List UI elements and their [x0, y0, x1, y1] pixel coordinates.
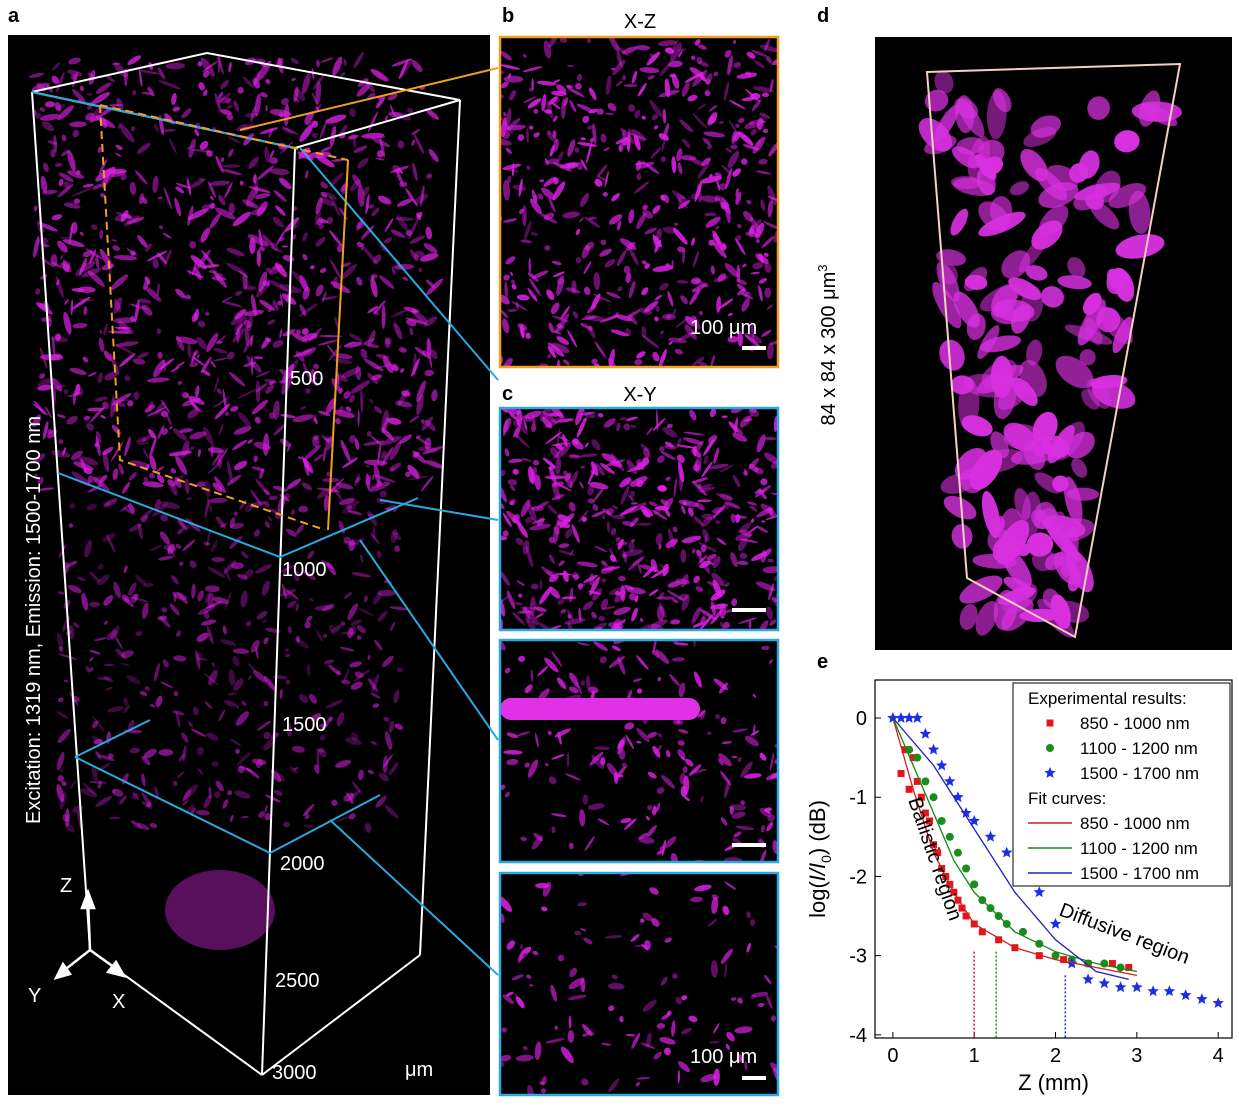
- y-tick-label: -3: [849, 946, 867, 968]
- texture-blob: [597, 108, 604, 114]
- y-axis-label: log(I/I0) (dB): [805, 800, 834, 918]
- point: [936, 760, 947, 771]
- texture-blob: [721, 717, 727, 724]
- side-text: Excitation: 1319 nm, Emission: 1500-1700…: [23, 416, 45, 824]
- texture-blob: [629, 541, 635, 552]
- point: [930, 793, 938, 801]
- depth-label: 2000: [280, 853, 325, 875]
- label-part: I/I: [805, 863, 830, 881]
- point: [1100, 960, 1108, 968]
- y-tick-label: 0: [856, 708, 867, 730]
- depth-label: 1000: [282, 559, 327, 581]
- figure: a 50010001500200025003000 μm Z Y X Excit…: [0, 0, 1239, 1101]
- scale-bar: [742, 346, 766, 350]
- annotation: Ballistic region: [903, 794, 966, 923]
- texture-blob: [581, 680, 585, 685]
- panel-letter: d: [817, 5, 829, 27]
- x-tick-label: 4: [1213, 1045, 1224, 1067]
- point: [1147, 985, 1158, 996]
- chart: 012340-1-2-3-4Z (mm)log(I/I0) (dB)Ballis…: [805, 680, 1232, 1095]
- label-part: 0: [818, 855, 834, 863]
- point: [946, 833, 954, 841]
- legend-title: Fit curves:: [1028, 789, 1106, 808]
- axis-letter: X: [112, 991, 125, 1013]
- x-tick-label: 2: [1050, 1045, 1061, 1067]
- point: [906, 786, 913, 793]
- axis-letter: Y: [28, 985, 41, 1007]
- legend-label: 850 - 1000 nm: [1080, 714, 1190, 733]
- point: [954, 849, 962, 857]
- point: [969, 815, 980, 826]
- label-part: log(: [805, 881, 830, 918]
- legend-label: 1500 - 1700 nm: [1080, 764, 1199, 783]
- point: [1196, 993, 1207, 1004]
- panel-letter: e: [817, 651, 828, 673]
- point: [920, 728, 931, 739]
- point: [938, 817, 946, 825]
- point: [1213, 997, 1224, 1008]
- panel-title: X-Z: [624, 11, 656, 33]
- x-tick-label: 1: [969, 1045, 980, 1067]
- point: [1001, 847, 1012, 858]
- point: [912, 712, 923, 723]
- point: [1115, 981, 1126, 992]
- legend-marker: [1047, 720, 1054, 727]
- dims-exponent: 3: [815, 264, 830, 271]
- volume-image: [875, 37, 1232, 650]
- texture-blob: [535, 883, 549, 889]
- scale-bar: [742, 1076, 766, 1080]
- texture-blob: [51, 254, 58, 267]
- scale-bar: [732, 843, 766, 847]
- point: [962, 865, 970, 873]
- point: [928, 744, 940, 755]
- x-tick-label: 3: [1131, 1045, 1142, 1067]
- depth-label: 1500: [282, 714, 327, 736]
- scale-bar: [732, 608, 766, 612]
- point: [913, 754, 921, 762]
- dims: 84 x 84 x 300 μm: [818, 272, 840, 426]
- y-tick-label: -1: [849, 787, 867, 809]
- point: [1180, 989, 1192, 1000]
- point: [1131, 981, 1143, 992]
- scale-label: 100 μm: [690, 1046, 757, 1068]
- axis-letter: Z: [60, 875, 72, 897]
- y-tick-label: -4: [849, 1025, 867, 1047]
- point: [1099, 977, 1110, 988]
- scale-label: 100 μm: [690, 317, 757, 339]
- legend-label: 1100 - 1200 nm: [1080, 839, 1198, 858]
- legend-label: 850 - 1000 nm: [1080, 814, 1190, 833]
- texture-blob: [571, 280, 576, 293]
- texture-blob: [316, 60, 320, 68]
- texture-blob: [165, 870, 275, 950]
- unit: μm: [405, 1059, 433, 1081]
- dims-label: 84 x 84 x 300 μm3: [815, 264, 840, 425]
- legend-marker: [1046, 744, 1054, 752]
- point: [1082, 973, 1093, 984]
- texture-blob: [524, 762, 530, 767]
- depth-label: 3000: [272, 1062, 317, 1084]
- x-axis-label: Z (mm): [1018, 1070, 1089, 1095]
- depth-label: 2500: [275, 970, 320, 992]
- depth-label: 500: [290, 368, 323, 390]
- texture-blob: [211, 761, 218, 766]
- panel-title: X-Y: [623, 384, 656, 406]
- label-part: ) (dB): [805, 800, 830, 855]
- panel-letter: a: [8, 5, 20, 27]
- vessel: [500, 698, 700, 720]
- legend-label: 1500 - 1700 nm: [1080, 864, 1199, 883]
- y-tick-label: -2: [849, 866, 867, 888]
- xy-images: [495, 401, 787, 1101]
- point: [921, 777, 929, 785]
- point: [985, 831, 996, 842]
- panel-letter: b: [502, 5, 514, 27]
- point: [1164, 985, 1175, 996]
- panel-letter: c: [502, 383, 513, 405]
- x-tick-label: 0: [887, 1045, 898, 1067]
- texture-blob: [222, 164, 240, 167]
- legend-title: Experimental results:: [1028, 689, 1187, 708]
- texture-blob: [1003, 424, 1041, 449]
- point: [898, 770, 905, 777]
- legend-label: 1100 - 1200 nm: [1080, 739, 1198, 758]
- point: [1034, 886, 1045, 897]
